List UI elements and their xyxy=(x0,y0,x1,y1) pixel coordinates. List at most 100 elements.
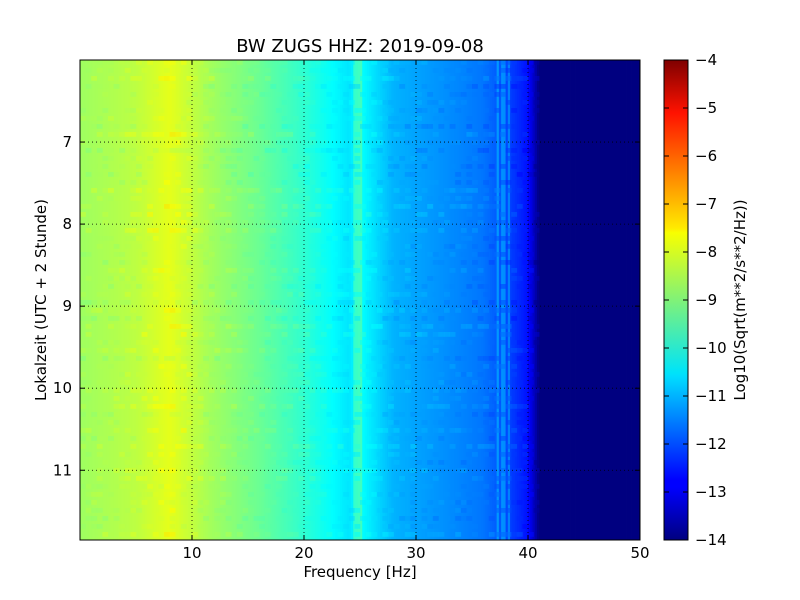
heatmap-cell xyxy=(500,84,506,89)
heatmap-cell xyxy=(298,84,305,89)
heatmap-cell xyxy=(376,236,383,241)
heatmap-column xyxy=(377,60,381,540)
heatmap-cell xyxy=(449,364,456,369)
heatmap-cell xyxy=(236,404,243,409)
heatmap-cell xyxy=(124,452,131,457)
heatmap-cell xyxy=(533,164,540,169)
heatmap-cell xyxy=(208,412,215,417)
heatmap-cell xyxy=(242,460,249,465)
heatmap-cell xyxy=(180,332,187,337)
heatmap-cell xyxy=(404,292,411,297)
heatmap-cell xyxy=(152,124,159,129)
heatmap-cell xyxy=(214,188,221,193)
heatmap-cell xyxy=(225,220,232,225)
heatmap-cell xyxy=(343,388,350,393)
heatmap-cell xyxy=(180,500,187,505)
heatmap-cell xyxy=(449,204,456,209)
heatmap-cell xyxy=(175,204,182,209)
heatmap-cell xyxy=(460,100,467,105)
heatmap-cell xyxy=(169,388,176,393)
heatmap-cell xyxy=(214,68,221,73)
heatmap-column xyxy=(429,60,433,540)
heatmap-cell xyxy=(360,236,366,241)
heatmap-cell xyxy=(511,308,518,313)
heatmap-column xyxy=(297,60,300,540)
heatmap-cell xyxy=(332,380,338,385)
heatmap-cell xyxy=(500,300,506,305)
heatmap-cell xyxy=(236,532,243,537)
heatmap-cell xyxy=(505,356,512,361)
heatmap-cell xyxy=(287,396,294,401)
heatmap-cell xyxy=(124,372,131,377)
heatmap-cell xyxy=(175,316,182,321)
heatmap-cell xyxy=(320,396,327,401)
heatmap-cell xyxy=(309,68,316,73)
heatmap-cell xyxy=(416,284,422,289)
heatmap-column xyxy=(545,60,549,540)
heatmap-cell xyxy=(382,316,389,321)
heatmap-cell xyxy=(169,84,176,89)
heatmap-cell xyxy=(326,124,333,129)
heatmap-cell xyxy=(175,444,182,449)
heatmap-cell xyxy=(113,68,120,73)
heatmap-cell xyxy=(494,316,501,321)
heatmap-cell xyxy=(158,452,165,457)
heatmap-cell xyxy=(371,388,378,393)
heatmap-cell xyxy=(410,228,417,233)
heatmap-cell xyxy=(410,284,417,289)
heatmap-cell xyxy=(382,124,389,129)
heatmap-column xyxy=(626,60,630,540)
heatmap-cell xyxy=(376,76,383,81)
heatmap-cell xyxy=(427,324,434,329)
heatmap-cell xyxy=(208,108,215,113)
heatmap-cell xyxy=(388,404,394,409)
heatmap-cell xyxy=(466,508,473,513)
heatmap-cell xyxy=(432,260,439,265)
heatmap-cell xyxy=(516,516,523,521)
heatmap-cell xyxy=(309,348,316,353)
heatmap-cell xyxy=(332,316,338,321)
heatmap-cell xyxy=(91,188,98,193)
heatmap-column xyxy=(375,60,379,540)
heatmap-cell xyxy=(197,340,204,345)
heatmap-cell xyxy=(304,388,310,393)
heatmap-cell xyxy=(85,172,92,177)
heatmap-cell xyxy=(494,236,501,241)
heatmap-cell xyxy=(236,324,243,329)
heatmap-cell xyxy=(516,340,523,345)
heatmap-cell xyxy=(91,436,98,441)
heatmap-cell xyxy=(192,244,198,249)
heatmap-cell xyxy=(208,460,215,465)
heatmap-cell xyxy=(264,172,271,177)
heatmap-cell xyxy=(354,292,361,297)
heatmap-cell xyxy=(500,284,506,289)
heatmap-cell xyxy=(315,356,322,361)
heatmap-cell xyxy=(388,420,394,425)
heatmap-cell xyxy=(242,276,249,281)
heatmap-column xyxy=(413,60,417,540)
heatmap-cell xyxy=(180,524,187,529)
heatmap-cell xyxy=(438,468,445,473)
heatmap-cell xyxy=(242,124,249,129)
heatmap-cell xyxy=(96,476,103,481)
heatmap-cell xyxy=(304,148,310,153)
heatmap-cell xyxy=(455,396,462,401)
heatmap-cell xyxy=(427,252,434,257)
heatmap-cell xyxy=(242,148,249,153)
heatmap-cell xyxy=(253,276,260,281)
heatmap-cell xyxy=(292,516,299,521)
heatmap-cell xyxy=(164,308,170,313)
heatmap-cell xyxy=(186,148,193,153)
heatmap-cell xyxy=(164,300,170,305)
heatmap-cell xyxy=(175,324,182,329)
heatmap-cell xyxy=(427,196,434,201)
heatmap-cell xyxy=(96,436,103,441)
heatmap-cell xyxy=(483,252,490,257)
heatmap-cell xyxy=(220,156,226,161)
heatmap-cell xyxy=(108,68,114,73)
heatmap-column xyxy=(584,60,587,540)
heatmap-cell xyxy=(528,492,534,497)
heatmap-cell xyxy=(533,484,540,489)
heatmap-cell xyxy=(304,452,310,457)
heatmap-cell xyxy=(348,76,355,81)
